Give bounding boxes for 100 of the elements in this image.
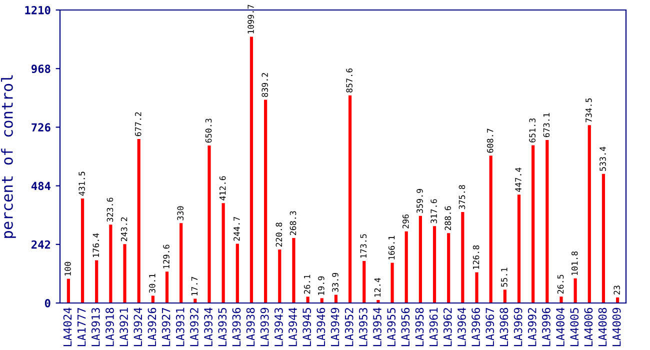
x-tick-label: LA4024 xyxy=(63,308,72,346)
x-tick-label: LA4008 xyxy=(598,308,607,346)
data-label: 243.2 xyxy=(120,217,128,242)
x-tick-label: LA3955 xyxy=(387,308,396,346)
x-tick-label: LA3924 xyxy=(134,308,142,346)
bar xyxy=(503,290,506,303)
bar xyxy=(80,198,84,303)
bar xyxy=(208,146,211,303)
data-label: 166.1 xyxy=(388,236,395,260)
x-tick-label: LA3967 xyxy=(486,308,494,346)
y-tick-label: 484 xyxy=(31,182,50,190)
x-tick-label: LA3996 xyxy=(542,308,550,346)
bar xyxy=(546,140,549,303)
x-tick-label: LA3964 xyxy=(458,308,466,346)
bar xyxy=(418,216,422,303)
data-label: 412.6 xyxy=(219,176,226,200)
bar xyxy=(137,139,140,303)
data-label: 533.4 xyxy=(600,146,606,171)
data-label: 677.2 xyxy=(134,112,142,136)
x-tick-label: LA3969 xyxy=(514,308,522,346)
bar xyxy=(109,224,112,303)
x-tick-label: LA3961 xyxy=(429,308,438,346)
y-tick-label: 242 xyxy=(32,240,50,249)
bar xyxy=(348,95,352,303)
bar xyxy=(574,278,577,303)
bar xyxy=(461,212,464,303)
y-tick-label: 968 xyxy=(32,64,50,74)
data-label: 26.1 xyxy=(304,274,310,294)
data-label: 55.1 xyxy=(501,268,508,287)
data-label: 12.4 xyxy=(374,278,381,297)
bar xyxy=(151,296,154,303)
data-label: 651.3 xyxy=(529,118,536,142)
bar xyxy=(194,298,197,303)
x-tick-label: LA3945 xyxy=(302,308,312,346)
bar xyxy=(222,203,225,303)
bar xyxy=(532,145,535,303)
data-label: 19.9 xyxy=(318,276,324,295)
data-label: 126.8 xyxy=(472,245,480,269)
x-tick-label: LA3918 xyxy=(106,308,114,346)
bar xyxy=(250,36,254,303)
x-tick-label: LA3934 xyxy=(204,308,212,346)
bar xyxy=(180,223,183,303)
bar xyxy=(292,238,296,303)
x-tick-label: LA3958 xyxy=(415,308,424,346)
data-label: 673.1 xyxy=(543,113,550,138)
x-tick-label: LA3926 xyxy=(148,308,156,346)
bar xyxy=(517,194,521,303)
y-tick-label: 726 xyxy=(32,123,50,132)
bar xyxy=(66,278,70,303)
bar xyxy=(432,226,436,303)
data-label: 375.8 xyxy=(458,185,466,210)
x-tick-label: LA3936 xyxy=(232,308,241,346)
x-tick-label: LA1777 xyxy=(78,308,86,346)
x-tick-label: LA3938 xyxy=(246,308,255,346)
bar xyxy=(236,244,239,303)
bar xyxy=(404,231,408,303)
data-label: 359.9 xyxy=(416,188,423,213)
x-tick-label: LA3946 xyxy=(316,308,326,346)
x-tick-label: LA3952 xyxy=(344,308,354,346)
data-label: 220.8 xyxy=(276,222,282,247)
bar xyxy=(165,272,169,303)
x-tick-label: LA3944 xyxy=(288,308,297,346)
data-label: 323.6 xyxy=(106,198,114,222)
x-tick-label: LA3962 xyxy=(443,308,452,346)
data-label: 734.5 xyxy=(586,98,592,122)
bar xyxy=(264,100,268,303)
data-label: 296 xyxy=(402,214,409,228)
data-label: 100 xyxy=(64,262,71,276)
x-tick-label: LA3968 xyxy=(500,308,508,346)
x-tick-label: LA3921 xyxy=(120,308,128,346)
x-tick-label: LA3966 xyxy=(472,308,480,346)
data-label: 244.7 xyxy=(234,216,240,241)
bar xyxy=(489,156,492,303)
x-tick-label: LA3956 xyxy=(401,308,410,346)
x-tick-label: LA3913 xyxy=(91,308,100,346)
data-label: 101.8 xyxy=(571,251,578,276)
x-tick-label: LA4009 xyxy=(612,308,621,346)
x-tick-label: LA3949 xyxy=(330,308,340,346)
data-label: 431.5 xyxy=(78,172,85,196)
bar xyxy=(390,262,394,303)
bar xyxy=(306,296,310,303)
bar xyxy=(320,298,324,303)
bar xyxy=(362,260,366,303)
x-tick-label: LA3943 xyxy=(274,308,283,346)
data-label: 173.5 xyxy=(360,234,367,258)
data-label: 268.3 xyxy=(290,211,296,236)
data-label: 839.2 xyxy=(262,73,268,97)
bar xyxy=(475,272,478,303)
data-label: 17.7 xyxy=(191,276,198,296)
bar xyxy=(560,296,563,303)
data-label: 317.6 xyxy=(430,199,437,224)
bar xyxy=(447,233,450,303)
x-tick-label: LA3992 xyxy=(528,308,536,346)
x-tick-label: LA4005 xyxy=(570,308,579,346)
y-tick-label: 1210 xyxy=(25,6,50,14)
bar xyxy=(588,125,591,303)
data-label: 608.7 xyxy=(486,128,494,153)
x-tick-label: LA3953 xyxy=(358,308,368,346)
y-axis-title: percent of control xyxy=(1,75,16,238)
x-tick-label: LA3927 xyxy=(162,308,170,346)
